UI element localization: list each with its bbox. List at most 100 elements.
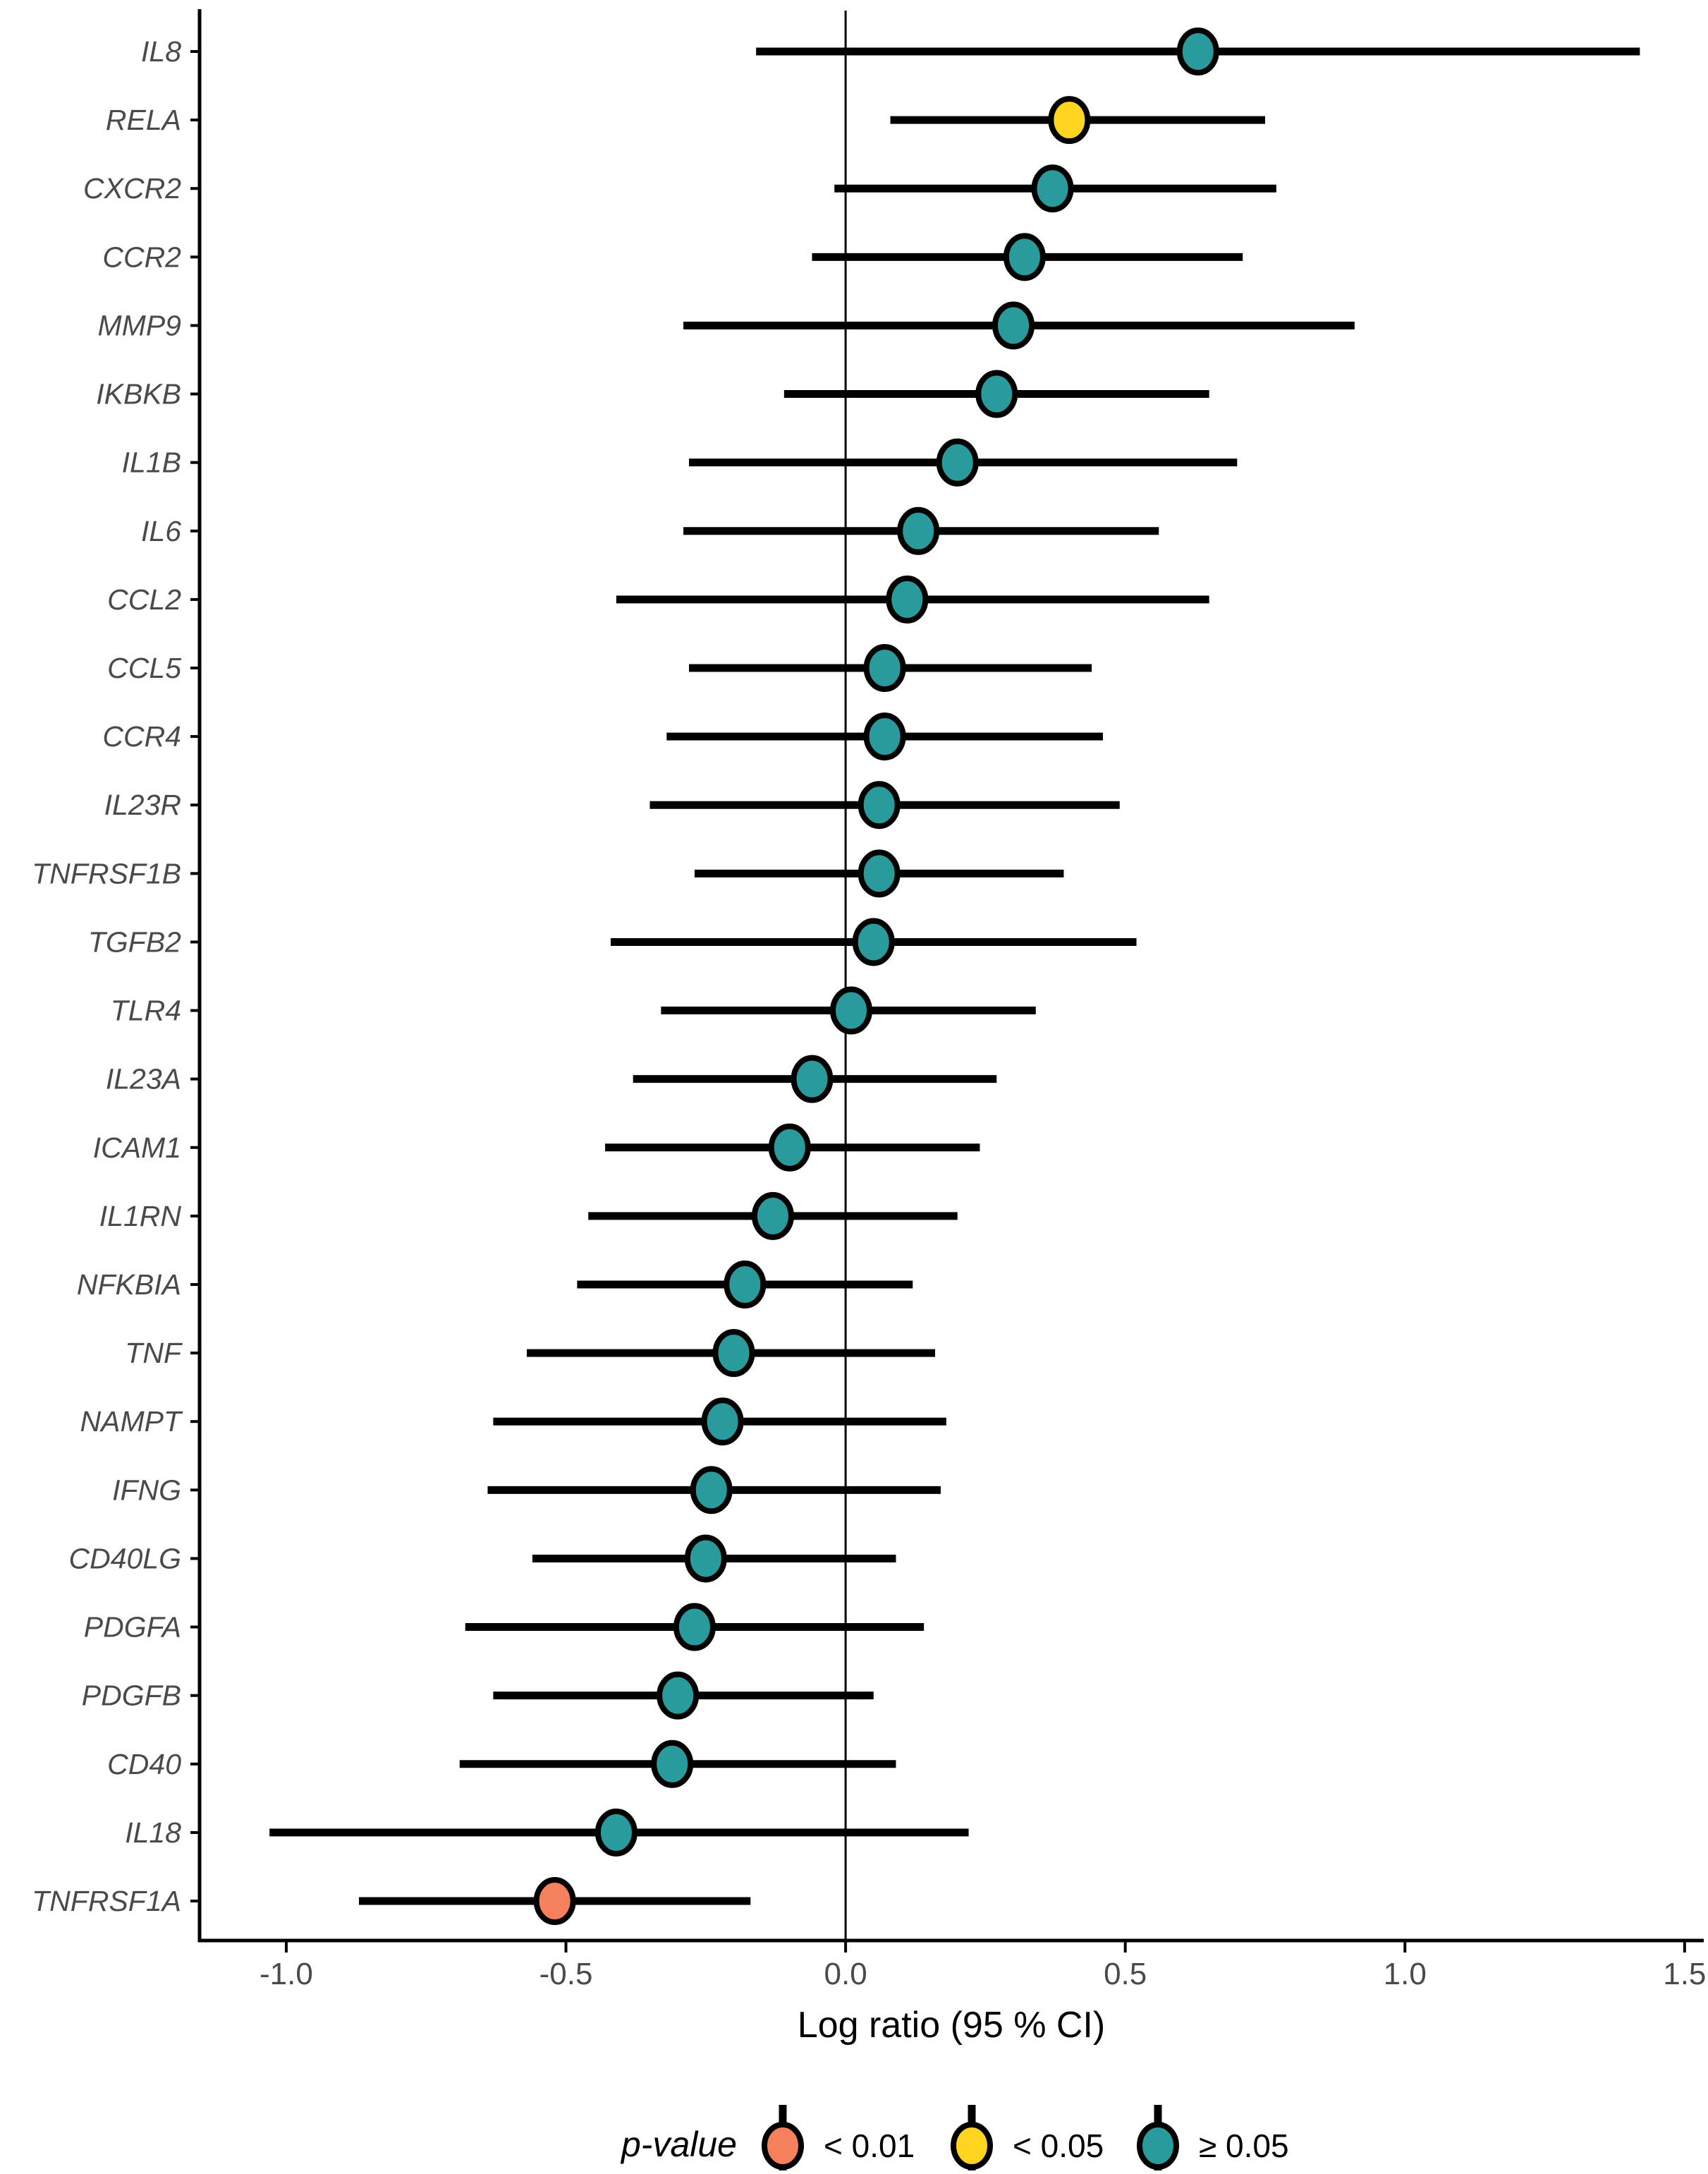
y-axis-gene-label: IL1RN [99,1200,182,1232]
point-estimate-marker [651,1739,694,1788]
point-estimate-marker [751,1191,794,1240]
point-estimate-marker [1048,96,1091,145]
x-axis-title: Log ratio (95 % CI) [798,2005,1105,2046]
y-axis-gene-label: IL23A [106,1063,181,1095]
point-estimate-marker [701,1397,744,1446]
y-axis-gene-label: NAMPT [80,1405,183,1438]
gene-row: MMP9 [98,301,1355,350]
point-estimate-marker [852,918,895,966]
point-estimate-marker [858,849,901,898]
point-estimate-marker [684,1534,727,1583]
x-tick-label: 1.0 [1384,1957,1427,1991]
point-estimate-marker [1003,233,1046,281]
y-axis-gene-label: PDGFB [82,1680,181,1712]
legend-item: < 0.05 [951,2105,1104,2174]
y-axis-gene-label: PDGFA [84,1611,181,1644]
gene-row: TLR4 [111,986,1036,1035]
point-estimate-marker [533,1877,576,1925]
gene-row: CCL2 [107,575,1209,624]
point-estimate-marker [886,575,929,624]
gene-row: CD40 [107,1739,896,1788]
point-estimate-marker [673,1603,716,1651]
gene-row: IL1RN [99,1191,958,1240]
point-estimate-marker [768,1123,811,1172]
gene-row: IFNG [112,1466,941,1514]
point-estimate-marker [1176,28,1219,75]
point-estimate-marker [858,781,901,830]
plot-panel: -1.0 -0.5 0.0 0.5 1.0 1.5 IL8 RELA CXCR2 CCR2 MMP9… [32,11,1706,1991]
legend-item-label: < 0.05 [1013,2127,1104,2164]
x-tick-label: 0.5 [1104,1957,1147,1991]
gene-row: IL18 [125,1808,969,1857]
gene-row: TNFRSF1B [32,849,1064,898]
legend-key-marker [762,2122,804,2170]
legend-item-label: < 0.01 [824,2127,915,2164]
point-estimate-marker [791,1055,834,1103]
gene-row: PDGFB [82,1671,874,1720]
gene-row: TGFB2 [88,918,1137,966]
legend-key-marker [951,2122,993,2170]
y-axis-gene-label: CCL2 [107,583,181,616]
point-estimate-marker [712,1329,755,1378]
gene-row: TNF [125,1329,935,1378]
point-estimate-marker [1031,164,1074,213]
gene-row: PDGFA [84,1603,925,1651]
x-tick-label: 1.5 [1663,1957,1706,1991]
x-tick-label: -0.5 [539,1957,593,1991]
gene-row: IL23A [106,1055,997,1103]
point-estimate-marker [830,986,873,1035]
point-estimate-marker [863,712,906,761]
gene-row: CCR4 [102,712,1103,761]
gene-row: IL8 [141,28,1640,75]
y-axis-gene-label: CXCR2 [83,172,181,205]
y-axis-gene-label: IL8 [141,35,181,68]
legend-item: < 0.01 [762,2105,915,2174]
x-tick-label: 0.0 [824,1957,867,1991]
y-axis-gene-label: TNFRSF1B [32,857,181,889]
point-estimate-marker [594,1808,638,1857]
legend-key-marker [1137,2122,1179,2170]
y-axis-gene-label: IL1B [122,447,181,479]
gene-row: NFKBIA [77,1261,913,1308]
y-axis-gene-label: CD40 [107,1748,181,1780]
point-estimate-marker [863,644,906,692]
point-estimate-marker [724,1261,767,1308]
y-axis-gene-label: IL6 [141,515,181,547]
y-axis-gene-label: CCL5 [107,652,181,684]
y-axis-gene-label: IL23R [104,789,181,821]
y-axis-gene-label: TLR4 [111,995,181,1027]
y-axis-gene-label: MMP9 [98,309,181,341]
gene-row: IL6 [141,506,1159,555]
gene-row: CCL5 [107,644,1092,692]
gene-row: TNFRSF1A [32,1877,751,1925]
y-axis-gene-label: TNF [125,1337,183,1369]
legend: p-value < 0.01 < 0.05 ≥ 0.05 [620,2105,1289,2174]
y-axis-gene-label: IFNG [112,1474,181,1506]
y-axis-gene-label: CD40LG [68,1542,181,1574]
gene-row: ICAM1 [93,1123,980,1172]
y-axis-gene-label: RELA [106,104,181,136]
legend-item-label: ≥ 0.05 [1199,2127,1289,2164]
y-axis-gene-label: CCR4 [102,720,181,753]
gene-row: CXCR2 [83,164,1276,213]
x-tick-label: -1.0 [260,1957,313,1991]
point-estimate-marker [690,1466,733,1514]
legend-title: p-value [620,2125,737,2164]
point-estimate-marker [897,506,940,555]
y-axis-gene-label: IKBKB [96,378,181,411]
point-estimate-marker [657,1671,700,1720]
point-estimate-marker [975,370,1018,418]
gene-row: IKBKB [96,370,1209,418]
y-axis-gene-label: NFKBIA [77,1268,181,1301]
y-axis-gene-label: TGFB2 [88,925,181,958]
gene-row: NAMPT [80,1397,946,1446]
gene-row: IL1B [122,438,1238,487]
legend-item: ≥ 0.05 [1137,2105,1289,2174]
gene-row: RELA [106,96,1265,145]
point-estimate-marker [936,438,979,487]
y-axis-gene-label: CCR2 [102,241,181,273]
gene-row: IL23R [104,781,1120,830]
gene-row: CD40LG [68,1534,896,1583]
